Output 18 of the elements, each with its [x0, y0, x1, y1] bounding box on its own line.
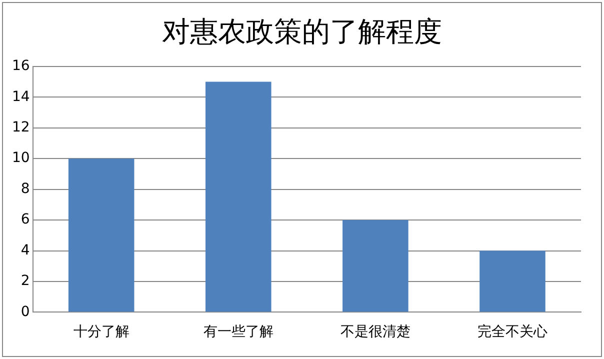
x-tick-label: 不是很清楚 [340, 324, 410, 340]
y-tick-label: 4 [20, 242, 30, 258]
x-tick-label: 十分了解 [73, 324, 130, 340]
y-tick-label: 16 [12, 58, 30, 74]
bar [480, 250, 546, 312]
y-tick-label: 10 [12, 150, 30, 166]
y-tick-label: 2 [20, 273, 30, 290]
y-tick-label: 0 [20, 304, 30, 320]
chart-title: 对惠农政策的了解程度 [161, 16, 443, 50]
y-tick-label: 12 [12, 119, 30, 136]
x-tick-label: 完全不关心 [477, 324, 548, 340]
y-tick-label: 6 [20, 212, 30, 228]
x-tick-label: 有一些了解 [203, 324, 274, 340]
bar [342, 220, 408, 312]
y-tick-label: 8 [20, 180, 30, 197]
bar [68, 158, 134, 312]
y-tick-label: 14 [12, 88, 30, 105]
bar [205, 82, 272, 312]
